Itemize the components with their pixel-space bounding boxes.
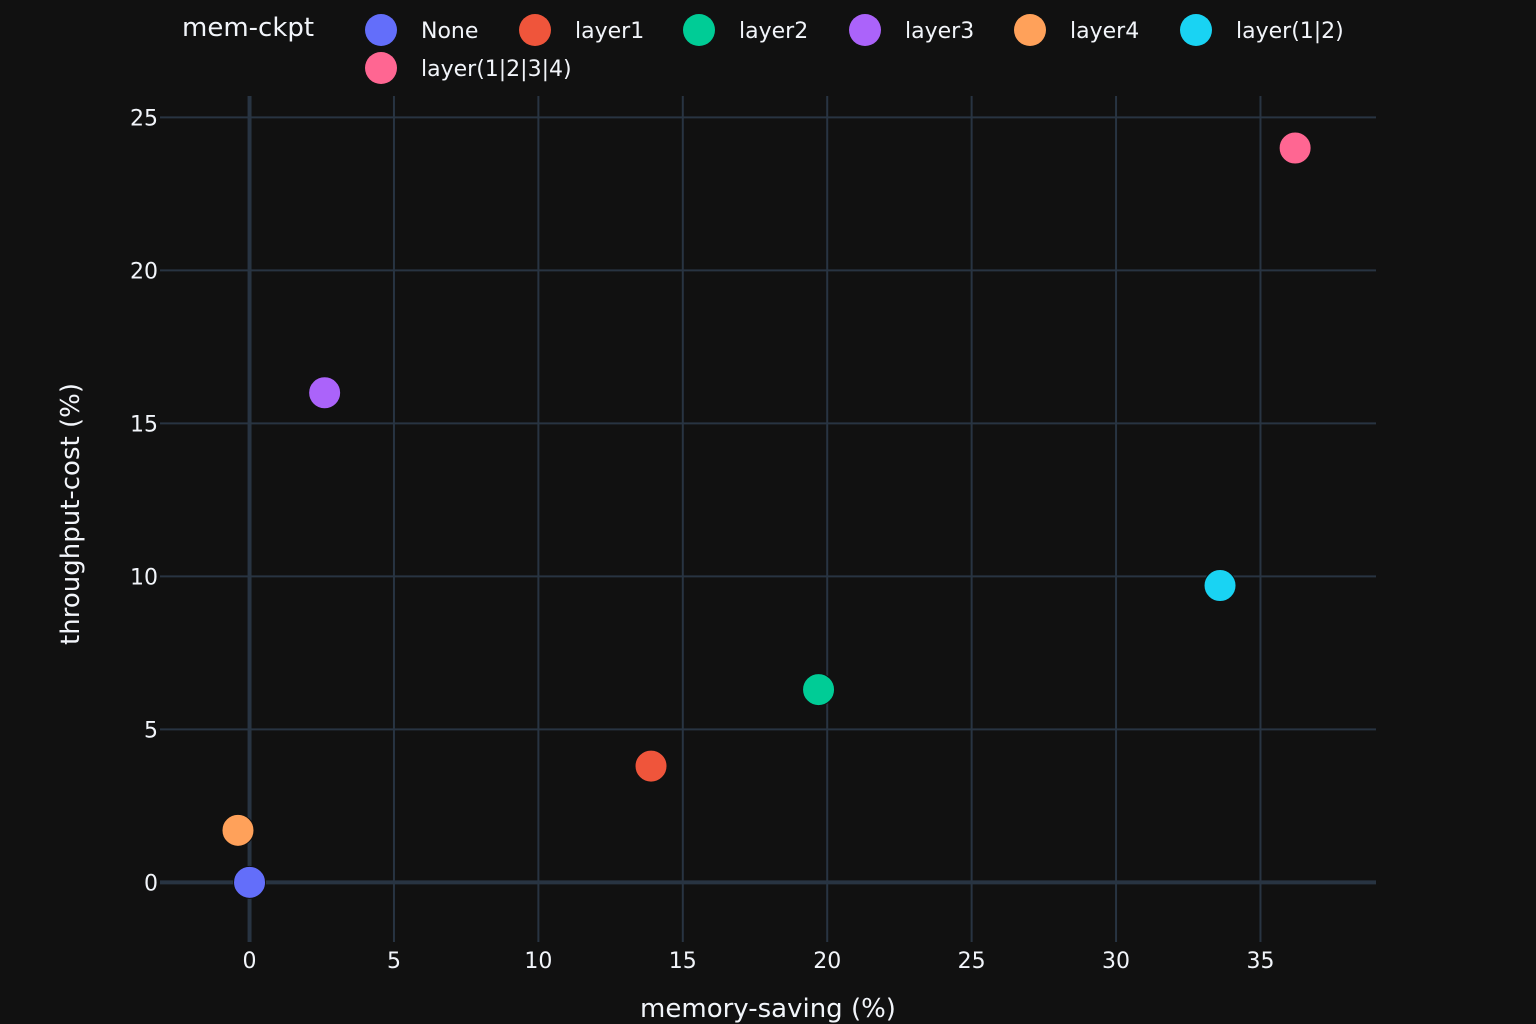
legend-marker — [365, 52, 397, 84]
legend-item-label: layer3 — [905, 19, 974, 44]
data-point-layer-1-2-3-4 — [1278, 131, 1312, 165]
legend-marker — [1014, 14, 1046, 46]
data-points — [221, 131, 1312, 899]
x-tick-label: 25 — [958, 949, 986, 974]
y-tick-label: 0 — [144, 871, 158, 896]
legend-marker — [683, 14, 715, 46]
x-tick-labels: 0 5 10 15 20 25 30 35 — [243, 949, 1275, 974]
data-point-layer3 — [308, 376, 342, 410]
legend-marker — [519, 14, 551, 46]
x-tick-label: 35 — [1246, 949, 1274, 974]
y-tick-label: 10 — [130, 565, 158, 590]
y-tick-label: 20 — [130, 259, 158, 284]
x-tick-label: 20 — [813, 949, 841, 974]
legend-item-label: layer(1|2|3|4) — [421, 57, 572, 82]
legend-marker — [849, 14, 881, 46]
x-tick-label: 30 — [1102, 949, 1130, 974]
legend-item-label: layer1 — [575, 19, 644, 44]
x-tick-label: 15 — [669, 949, 697, 974]
legend: mem-ckpt None layer1 layer2 layer3 layer4 lay… — [182, 13, 1344, 84]
legend-item-label: layer4 — [1070, 19, 1139, 44]
y-tick-labels: 0 5 10 15 20 25 — [130, 106, 158, 896]
zero-lines — [160, 96, 1376, 942]
x-axis-title: memory-saving (%) — [640, 994, 896, 1024]
legend-marker — [365, 14, 397, 46]
x-tick-label: 0 — [243, 949, 257, 974]
grid-lines — [160, 96, 1376, 942]
data-point-none — [233, 865, 267, 899]
x-tick-label: 5 — [387, 949, 401, 974]
y-tick-label: 15 — [130, 412, 158, 437]
data-point-layer4 — [221, 813, 255, 847]
y-tick-label: 5 — [144, 718, 158, 743]
data-point-layer-1-2 — [1203, 569, 1237, 603]
data-point-layer2 — [802, 673, 836, 707]
y-axis-title: throughput-cost (%) — [56, 383, 86, 645]
legend-marker — [1180, 14, 1212, 46]
data-point-layer1 — [634, 749, 668, 783]
y-tick-label: 25 — [130, 106, 158, 131]
legend-title: mem-ckpt — [182, 13, 314, 43]
legend-item-label: layer(1|2) — [1236, 19, 1344, 44]
legend-item-label: layer2 — [739, 19, 808, 44]
legend-item-label: None — [421, 19, 478, 44]
x-tick-label: 10 — [524, 949, 552, 974]
